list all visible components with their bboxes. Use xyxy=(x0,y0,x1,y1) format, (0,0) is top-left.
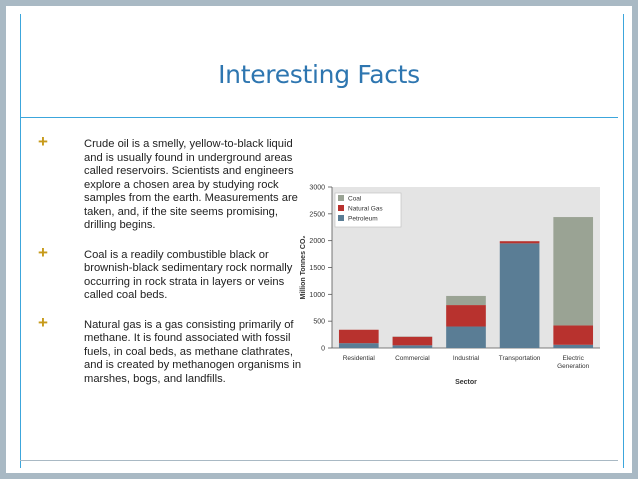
bar-coal xyxy=(446,295,486,306)
x-tick-label: Transportation xyxy=(499,355,541,362)
legend-box xyxy=(334,192,402,228)
slide-frame xyxy=(20,14,624,468)
legend-label: Petroleum xyxy=(348,216,378,223)
y-tick-label: 500 xyxy=(313,319,325,326)
bullet-item-coal: + Coal is a readily combustible black or… xyxy=(38,242,308,303)
bullet-text: Crude oil is a smelly, yellow-to-black l… xyxy=(84,138,298,231)
legend-label: Coal xyxy=(348,196,362,203)
x-tick-label: Commercial xyxy=(395,355,430,362)
bar-natural-gas xyxy=(338,329,379,344)
bar-natural-gas xyxy=(392,336,433,346)
bar-petroleum xyxy=(392,345,433,348)
plus-icon: + xyxy=(38,132,48,151)
x-tick-label: Electric xyxy=(563,355,585,362)
title-divider xyxy=(20,117,618,118)
bullet-item-natural-gas: + Natural gas is a gas consisting primar… xyxy=(38,312,308,387)
slide-title: Interesting Facts xyxy=(218,60,420,89)
y-tick-label: 0 xyxy=(321,346,325,353)
plus-icon: + xyxy=(38,312,48,332)
legend-swatch xyxy=(338,205,344,211)
bullet-text: Coal is a readily combustible black or b… xyxy=(84,248,293,302)
bottom-divider xyxy=(20,460,618,461)
bar-natural-gas xyxy=(446,305,486,327)
bar-natural-gas xyxy=(553,325,594,345)
bar-natural-gas xyxy=(499,241,540,244)
bar-coal xyxy=(553,217,594,326)
y-tick-label: 1000 xyxy=(309,292,325,299)
x-tick-label: Generation xyxy=(557,363,590,370)
y-tick-label: 2500 xyxy=(309,211,325,218)
plus-icon: + xyxy=(38,242,48,262)
bullet-list: + Crude oil is a smelly, yellow-to-black… xyxy=(38,132,308,402)
bar-petroleum xyxy=(553,344,594,348)
x-tick-label: Industrial xyxy=(453,355,480,362)
x-axis-label: Sector xyxy=(455,379,477,386)
bullet-item-crude-oil: + Crude oil is a smelly, yellow-to-black… xyxy=(38,132,308,233)
y-tick-label: 1500 xyxy=(309,265,325,272)
legend-swatch xyxy=(338,195,344,201)
legend-label: Natural Gas xyxy=(348,206,383,213)
bar-petroleum xyxy=(338,343,379,348)
y-tick-label: 3000 xyxy=(309,185,325,192)
y-axis-label: Million Tonnes CO₂ xyxy=(300,235,307,299)
bar-petroleum xyxy=(446,326,486,348)
legend-swatch xyxy=(338,215,344,221)
bullet-text: Natural gas is a gas consisting primaril… xyxy=(84,318,302,385)
bar-petroleum xyxy=(499,243,540,348)
x-tick-label: Residential xyxy=(343,355,376,362)
y-tick-label: 2000 xyxy=(309,238,325,245)
